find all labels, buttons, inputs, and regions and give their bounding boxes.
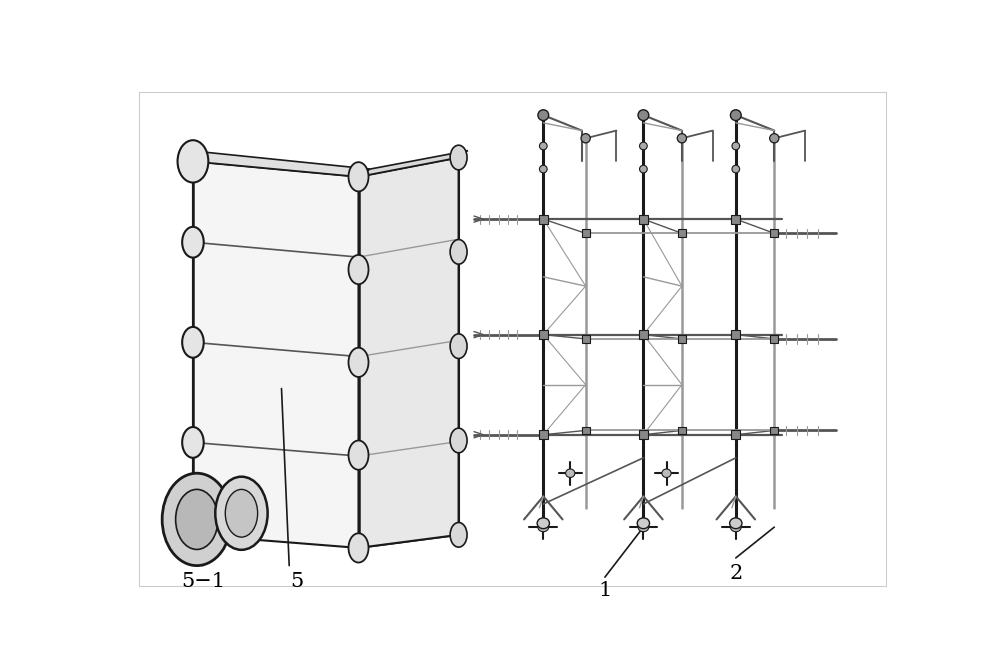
Bar — [770, 427, 778, 434]
Ellipse shape — [182, 227, 204, 258]
Bar — [639, 330, 648, 340]
Ellipse shape — [638, 523, 649, 531]
Ellipse shape — [348, 440, 369, 470]
Ellipse shape — [215, 476, 268, 550]
Ellipse shape — [581, 134, 590, 143]
Ellipse shape — [178, 140, 208, 183]
Ellipse shape — [677, 134, 687, 143]
Ellipse shape — [730, 518, 742, 529]
Ellipse shape — [730, 523, 741, 531]
Ellipse shape — [770, 134, 779, 143]
Bar — [678, 335, 686, 343]
Ellipse shape — [538, 110, 549, 121]
Ellipse shape — [450, 240, 467, 264]
Ellipse shape — [348, 162, 369, 191]
Ellipse shape — [450, 428, 467, 453]
Bar — [731, 430, 740, 440]
Ellipse shape — [537, 518, 549, 529]
Text: 5: 5 — [290, 572, 304, 590]
Ellipse shape — [640, 142, 647, 150]
Ellipse shape — [450, 523, 467, 547]
Ellipse shape — [730, 110, 741, 121]
Ellipse shape — [450, 334, 467, 358]
Bar — [539, 330, 548, 340]
Polygon shape — [193, 158, 459, 548]
Ellipse shape — [640, 165, 647, 173]
Ellipse shape — [732, 165, 740, 173]
Ellipse shape — [662, 469, 671, 478]
Bar — [582, 427, 590, 434]
Ellipse shape — [162, 473, 231, 566]
Bar — [639, 215, 648, 223]
Bar — [731, 330, 740, 340]
Ellipse shape — [178, 513, 208, 556]
Ellipse shape — [450, 145, 467, 170]
Ellipse shape — [182, 427, 204, 458]
Bar — [582, 229, 590, 237]
Ellipse shape — [182, 327, 204, 358]
Text: 5−1: 5−1 — [181, 572, 225, 590]
Ellipse shape — [348, 255, 369, 285]
Ellipse shape — [539, 165, 547, 173]
Bar — [639, 430, 648, 440]
Ellipse shape — [176, 489, 218, 550]
Text: 2: 2 — [729, 564, 742, 583]
Bar — [582, 335, 590, 343]
Ellipse shape — [732, 142, 740, 150]
Bar — [539, 430, 548, 440]
Ellipse shape — [225, 489, 258, 537]
Bar — [770, 335, 778, 343]
Ellipse shape — [566, 469, 575, 478]
Ellipse shape — [637, 518, 650, 529]
Polygon shape — [358, 158, 459, 548]
Ellipse shape — [638, 110, 649, 121]
Bar — [678, 229, 686, 237]
Ellipse shape — [538, 523, 549, 531]
Bar — [678, 427, 686, 434]
Ellipse shape — [539, 142, 547, 150]
Text: 1: 1 — [598, 581, 612, 600]
Polygon shape — [193, 152, 370, 176]
Bar — [770, 229, 778, 237]
Bar — [539, 215, 548, 223]
Ellipse shape — [348, 348, 369, 377]
Bar — [731, 215, 740, 223]
Polygon shape — [358, 150, 468, 176]
Ellipse shape — [348, 533, 369, 562]
